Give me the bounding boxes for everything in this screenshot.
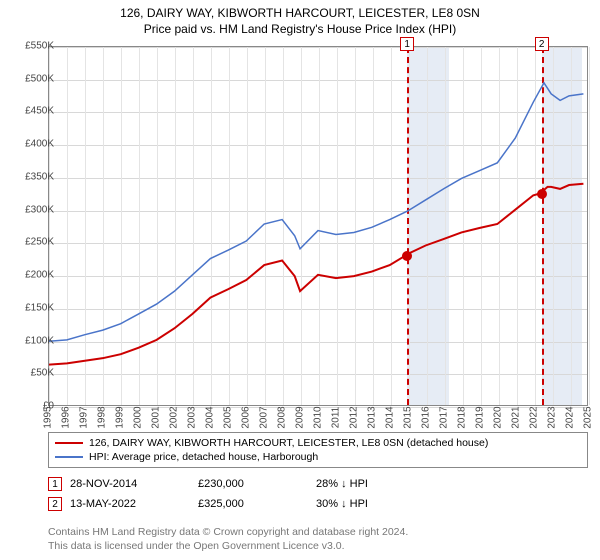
chart-plot-area: 12 — [48, 46, 588, 406]
event-price: £230,000 — [198, 478, 308, 490]
legend-swatch — [55, 442, 83, 444]
legend-label: HPI: Average price, detached house, Harb… — [89, 451, 318, 463]
event-delta: 30% ↓ HPI — [316, 498, 436, 510]
chart-lines — [49, 47, 587, 405]
y-axis-tick: £550K — [25, 41, 54, 52]
x-axis-tick: 2006 — [241, 406, 252, 428]
x-axis-tick: 2007 — [259, 406, 270, 428]
x-axis-tick: 2025 — [583, 406, 594, 428]
x-axis-tick: 2013 — [367, 406, 378, 428]
gridline-v — [589, 47, 590, 405]
y-axis-tick: £50K — [31, 368, 54, 379]
event-badge: 1 — [48, 477, 62, 491]
series-property_price — [49, 184, 583, 365]
x-axis-tick: 2011 — [331, 407, 342, 429]
x-axis-tick: 1996 — [61, 406, 72, 428]
x-axis-tick: 1998 — [97, 406, 108, 428]
y-axis-tick: £250K — [25, 237, 54, 248]
y-axis-tick: £500K — [25, 73, 54, 84]
x-axis-tick: 2005 — [223, 406, 234, 428]
x-axis-tick: 2012 — [349, 406, 360, 428]
chart-subtitle: Price paid vs. HM Land Registry's House … — [0, 20, 600, 40]
x-axis-tick: 2018 — [457, 406, 468, 428]
x-axis-tick: 2003 — [187, 406, 198, 428]
x-axis-tick: 2009 — [295, 406, 306, 428]
x-axis-tick: 2002 — [169, 406, 180, 428]
event-row: 2 13-MAY-2022 £325,000 30% ↓ HPI — [48, 494, 436, 514]
event-row: 1 28-NOV-2014 £230,000 28% ↓ HPI — [48, 474, 436, 494]
x-axis-tick: 1995 — [43, 406, 54, 428]
event-delta: 28% ↓ HPI — [316, 478, 436, 490]
y-axis-tick: £200K — [25, 270, 54, 281]
legend-swatch — [55, 456, 83, 458]
event-badge: 2 — [48, 497, 62, 511]
x-axis-tick: 2024 — [565, 406, 576, 428]
footnote-line: This data is licensed under the Open Gov… — [48, 540, 408, 554]
footnote-line: Contains HM Land Registry data © Crown c… — [48, 526, 408, 540]
x-axis-tick: 1997 — [79, 406, 90, 428]
x-axis-tick: 2008 — [277, 406, 288, 428]
y-axis-tick: £450K — [25, 106, 54, 117]
event-date: 28-NOV-2014 — [70, 478, 190, 490]
x-axis-tick: 2019 — [475, 406, 486, 428]
y-axis-tick: £400K — [25, 139, 54, 150]
y-axis-tick: £100K — [25, 335, 54, 346]
x-axis-tick: 2015 — [403, 406, 414, 428]
legend-item: 126, DAIRY WAY, KIBWORTH HARCOURT, LEICE… — [55, 436, 581, 450]
x-axis-tick: 2017 — [439, 406, 450, 428]
event-price: £325,000 — [198, 498, 308, 510]
y-axis-tick: £150K — [25, 302, 54, 313]
x-axis-tick: 2022 — [529, 406, 540, 428]
legend-item: HPI: Average price, detached house, Harb… — [55, 450, 581, 464]
x-axis-tick: 2014 — [385, 406, 396, 428]
legend: 126, DAIRY WAY, KIBWORTH HARCOURT, LEICE… — [48, 432, 588, 468]
x-axis-tick: 2016 — [421, 406, 432, 428]
x-axis-tick: 2020 — [493, 406, 504, 428]
footnote: Contains HM Land Registry data © Crown c… — [48, 526, 408, 553]
x-axis-tick: 2023 — [547, 406, 558, 428]
legend-label: 126, DAIRY WAY, KIBWORTH HARCOURT, LEICE… — [89, 437, 488, 449]
x-axis-tick: 1999 — [115, 406, 126, 428]
chart-title: 126, DAIRY WAY, KIBWORTH HARCOURT, LEICE… — [0, 0, 600, 20]
x-axis-tick: 2004 — [205, 406, 216, 428]
x-axis-tick: 2021 — [511, 406, 522, 428]
y-axis-tick: £300K — [25, 204, 54, 215]
event-date: 13-MAY-2022 — [70, 498, 190, 510]
x-axis-tick: 2001 — [151, 406, 162, 428]
event-table: 1 28-NOV-2014 £230,000 28% ↓ HPI 2 13-MA… — [48, 474, 436, 514]
x-axis-tick: 2010 — [313, 406, 324, 428]
series-hpi — [49, 83, 583, 341]
y-axis-tick: £350K — [25, 171, 54, 182]
x-axis-tick: 2000 — [133, 406, 144, 428]
